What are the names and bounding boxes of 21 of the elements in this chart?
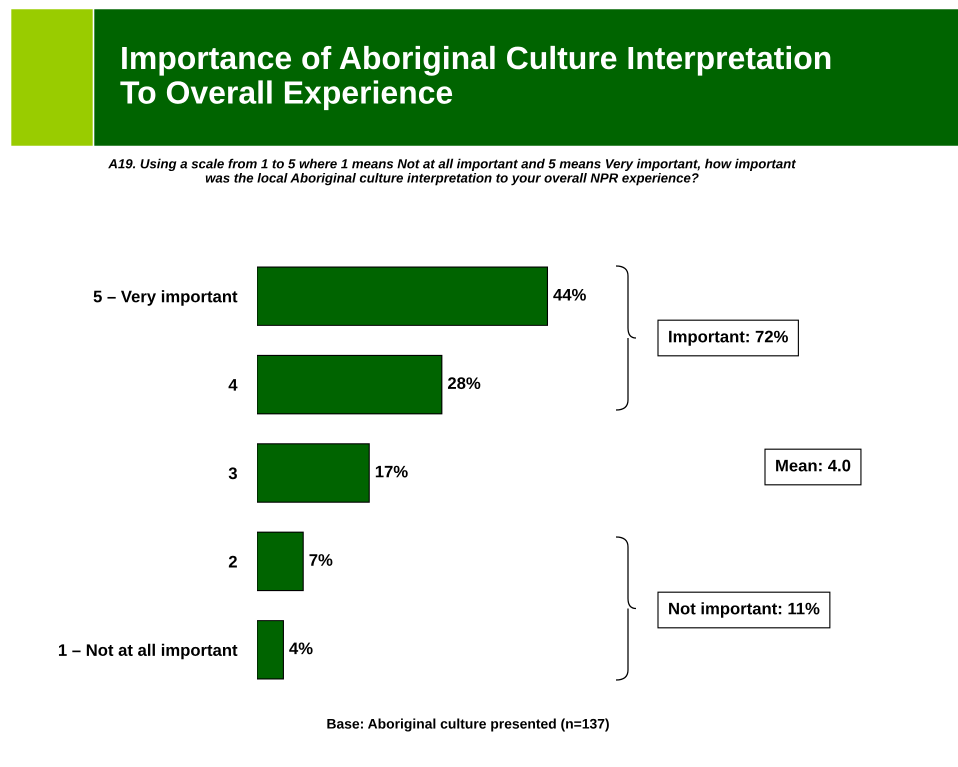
text: Important: 72% [669, 330, 788, 346]
y-tick-label: 3 [228, 467, 237, 480]
bar [257, 620, 284, 680]
data-label: 4% [289, 642, 313, 654]
text: Not important: 11% [669, 602, 820, 618]
data-label: 28% [448, 377, 480, 390]
bar [257, 354, 442, 414]
y-tick-label: 1 – Not at all important [58, 644, 238, 660]
bar [257, 266, 548, 326]
y-tick-label: 5 – Very important [94, 290, 238, 306]
y-tick-label: 2 [228, 556, 237, 568]
text: Mean: 4.0 [776, 460, 850, 472]
data-label: 44% [553, 288, 586, 301]
chart-subtitle: A19. Using a scale from 1 to 5 where 1 means Not at all important and 5 means Very important, how important was the local Aboriginal culture interpretation to your overall NPR experience? [108, 158, 796, 186]
text: Base: Aboriginal culture presented (n=137) [327, 718, 609, 732]
y-tick-label: 4 [228, 379, 238, 391]
bar [257, 443, 370, 503]
data-label: 17% [376, 466, 408, 478]
data-label: 7% [309, 554, 332, 566]
chart-title: Importance of Aboriginal Culture Interpretation To Overall Experience [120, 46, 830, 110]
bar [257, 532, 304, 592]
